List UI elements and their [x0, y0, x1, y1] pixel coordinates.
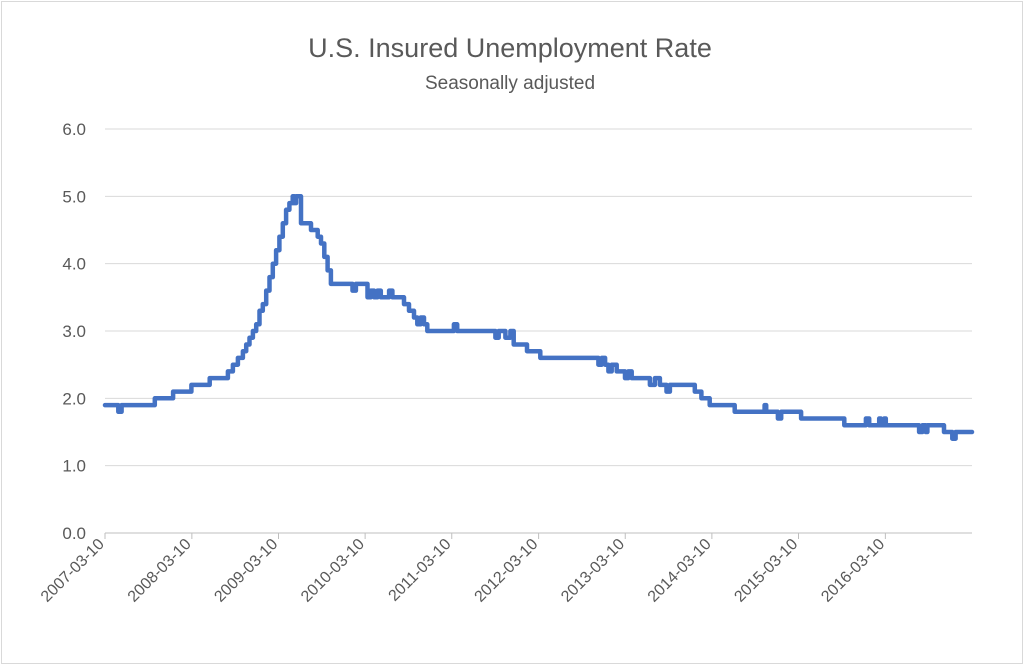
series-layer	[102, 194, 975, 441]
y-axis-tick-labels: 0.0 1.0 2.0 3.0 4.0 5.0 6.0	[62, 120, 86, 543]
y-tick-label: 2.0	[62, 389, 86, 408]
x-tick-label: 2010-03-10	[298, 536, 368, 606]
gridlines	[105, 128, 972, 534]
x-tick-label: 2012-03-10	[472, 536, 542, 606]
x-tick-label: 2013-03-10	[558, 536, 628, 606]
y-tick-label: 0.0	[62, 524, 86, 543]
x-tick-label: 2007-03-10	[38, 536, 108, 606]
x-tick-label: 2011-03-10	[386, 536, 455, 605]
x-tick-label: 2016-03-10	[818, 536, 888, 606]
y-tick-label: 6.0	[62, 120, 86, 139]
x-tick-label: 2009-03-10	[211, 536, 281, 606]
x-axis-tick-labels: 2007-03-10 2008-03-10 2009-03-10 2010-03-10…	[38, 533, 888, 606]
x-tick-label: 2008-03-10	[125, 536, 195, 606]
x-tick-label: 2015-03-10	[731, 536, 801, 606]
y-tick-label: 5.0	[62, 187, 86, 206]
chart-title: U.S. Insured Unemployment Rate	[308, 33, 712, 63]
y-tick-label: 4.0	[62, 255, 86, 274]
x-tick-label: 2014-03-10	[645, 536, 715, 606]
y-tick-label: 1.0	[62, 457, 86, 476]
y-tick-label: 3.0	[62, 322, 86, 341]
chart-subtitle: Seasonally adjusted	[425, 73, 595, 94]
series-line	[102, 194, 975, 441]
